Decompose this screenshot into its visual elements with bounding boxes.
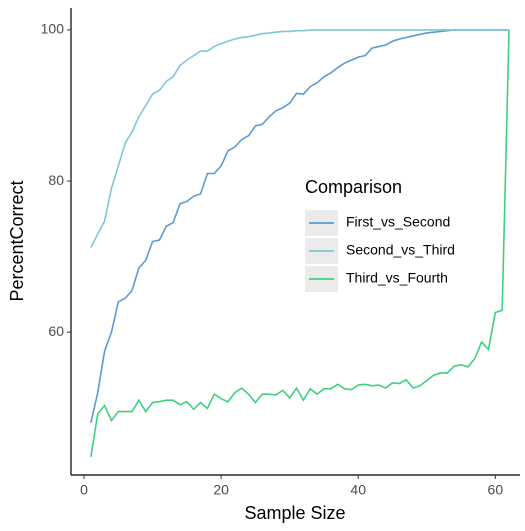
data-line xyxy=(90,29,510,424)
y-axis-title: PercentCorrect xyxy=(7,180,27,301)
x-tick-label: 40 xyxy=(350,482,366,498)
data-line xyxy=(90,29,510,457)
legend-label: Third_vs_Fourth xyxy=(346,270,448,286)
data-line xyxy=(90,29,510,248)
y-tick-label: 80 xyxy=(48,172,64,188)
legend-label: Second_vs_Third xyxy=(346,242,455,258)
x-tick-label: 20 xyxy=(213,482,229,498)
legend-title: Comparison xyxy=(305,177,402,197)
y-tick-label: 100 xyxy=(41,21,65,37)
x-tick-label: 0 xyxy=(80,482,88,498)
x-axis-title: Sample Size xyxy=(244,503,345,523)
x-tick-label: 60 xyxy=(488,482,504,498)
legend-label: First_vs_Second xyxy=(346,214,450,230)
y-tick-label: 60 xyxy=(48,323,64,339)
